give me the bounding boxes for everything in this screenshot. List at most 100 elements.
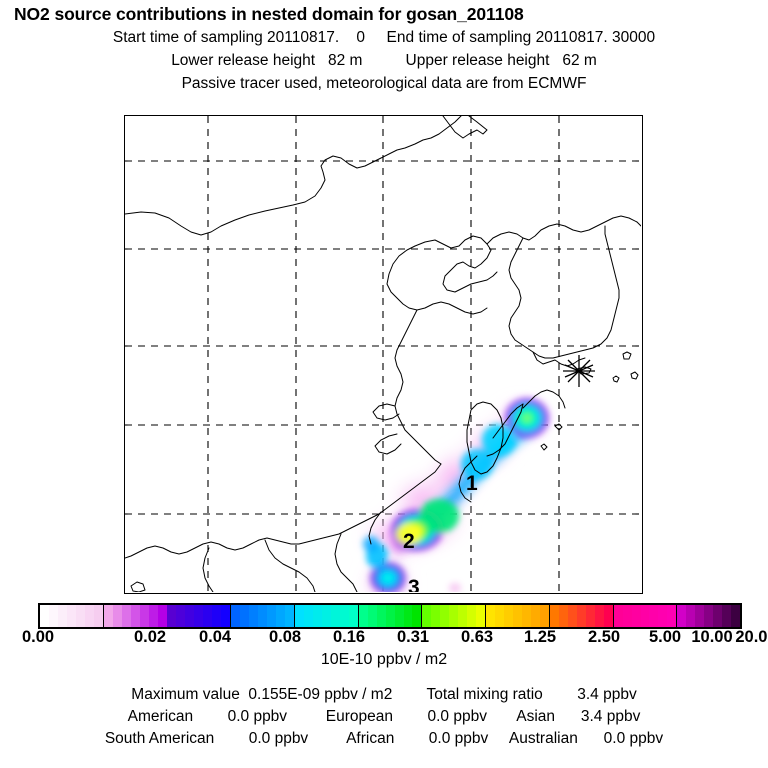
colorbar-step [258, 605, 268, 627]
plume-label-2: 2 [403, 530, 415, 553]
colorbar-step [677, 605, 687, 627]
colorbar-step [112, 605, 122, 627]
map-canvas: 1 2 3 [125, 116, 641, 592]
colorbar-band-1 [103, 605, 168, 627]
plume-label-3: 3 [408, 576, 420, 592]
colorbar-step [57, 605, 67, 627]
colorbar-step [522, 605, 531, 627]
map-gridlines [125, 116, 641, 592]
colorbar-step [649, 605, 659, 627]
colorbar-step [695, 605, 705, 627]
colorbar-gradient[interactable] [38, 603, 742, 629]
colorbar-step [66, 605, 76, 627]
colorbar-step [686, 605, 696, 627]
colorbar-band-0 [40, 605, 104, 627]
colorbar-step [312, 605, 322, 627]
colorbar-step [267, 605, 277, 627]
colorbar-band-8 [549, 605, 614, 627]
colorbar-tick-10: 10.00 [691, 628, 733, 646]
figure-footer: Maximum value 0.155E-09 ppbv / m2 Total … [0, 686, 768, 748]
colorbar-step [385, 605, 395, 627]
colorbar-step [467, 605, 477, 627]
colorbar-step [731, 605, 741, 627]
colorbar-tick-3: 0.08 [268, 628, 302, 646]
colorbar-step [422, 605, 432, 627]
colorbar-step [504, 605, 514, 627]
colorbar-tick-2: 0.04 [198, 628, 232, 646]
colorbar-step [476, 605, 486, 627]
colorbar-step [285, 605, 294, 627]
colorbar-step [176, 605, 186, 627]
colorbar-band-4 [294, 605, 359, 627]
colorbar-step [713, 605, 723, 627]
colorbar-step [567, 605, 577, 627]
colorbar-tick-5: 0.31 [396, 628, 430, 646]
colorbar-tick-0: 0.00 [21, 628, 55, 646]
map-plot-area: 1 2 3 [124, 115, 643, 594]
colorbar-step [530, 605, 540, 627]
colorbar-step [303, 605, 313, 627]
colorbar-unit-label: 10E-10 ppbv / m2 [320, 651, 448, 668]
colorbar-step [249, 605, 259, 627]
colorbar-step [549, 605, 559, 627]
colorbar-step [240, 605, 250, 627]
colorbar-tick-1: 0.02 [133, 628, 167, 646]
colorbar-step [631, 605, 641, 627]
colorbar-step [276, 605, 286, 627]
colorbar-step [321, 605, 331, 627]
colorbar-step [139, 605, 149, 627]
colorbar-step [667, 605, 677, 627]
colorbar-step [130, 605, 140, 627]
colorbar-step [376, 605, 386, 627]
colorbar-step [449, 605, 459, 627]
colorbar-step [148, 605, 158, 627]
plume-core-3 [363, 536, 408, 592]
plume-core-1 [461, 397, 550, 479]
colorbar-band-3 [231, 605, 295, 627]
station-marker-gosan [563, 355, 595, 387]
colorbar-step [221, 605, 231, 627]
colorbar-step [203, 605, 213, 627]
colorbar-tick-labels: 0.00 0.02 0.04 0.08 0.16 0.31 0.63 1.25 2.50 5.00… [0, 628, 768, 650]
colorbar-step [84, 605, 94, 627]
footer-max-value-row: Maximum value 0.155E-09 ppbv / m2 Total … [131, 686, 637, 703]
colorbar-step [339, 605, 349, 627]
colorbar [38, 603, 742, 629]
figure-header: NO2 source contributions in nested domai… [0, 0, 768, 93]
colorbar-step [167, 605, 177, 627]
plume-label-1: 1 [466, 472, 478, 495]
colorbar-step [394, 605, 404, 627]
colorbar-step [613, 605, 623, 627]
page-title: NO2 source contributions in nested domai… [14, 4, 524, 24]
colorbar-step [358, 605, 368, 627]
tracer-plume [359, 397, 550, 592]
colorbar-tick-4: 0.16 [332, 628, 366, 646]
coastline-paths [125, 116, 641, 592]
colorbar-step [704, 605, 714, 627]
colorbar-step [603, 605, 613, 627]
colorbar-tick-11: 20.00 [735, 628, 768, 646]
colorbar-band-7 [486, 605, 550, 627]
colorbar-step [458, 605, 468, 627]
colorbar-step [121, 605, 131, 627]
colorbar-step [103, 605, 113, 627]
colorbar-band-10 [677, 605, 741, 627]
colorbar-step [194, 605, 204, 627]
sampling-time-line: Start time of sampling 20110817. 0 End t… [112, 29, 656, 46]
colorbar-step [594, 605, 604, 627]
colorbar-step [330, 605, 340, 627]
colorbar-tick-9: 5.00 [648, 628, 682, 646]
release-height-line: Lower release height 82 m Upper release … [171, 52, 597, 69]
colorbar-step [403, 605, 413, 627]
colorbar-band-2 [167, 605, 232, 627]
footer-region-row-2: South American 0.0 ppbv African 0.0 ppbv… [104, 730, 664, 747]
colorbar-step [40, 605, 49, 627]
colorbar-step [722, 605, 732, 627]
colorbar-step [212, 605, 222, 627]
colorbar-step [348, 605, 358, 627]
footer-region-row-1: American 0.0 ppbv European 0.0 ppbv Asia… [127, 708, 641, 725]
colorbar-tick-8: 2.50 [587, 628, 621, 646]
colorbar-step [539, 605, 549, 627]
colorbar-step [431, 605, 441, 627]
